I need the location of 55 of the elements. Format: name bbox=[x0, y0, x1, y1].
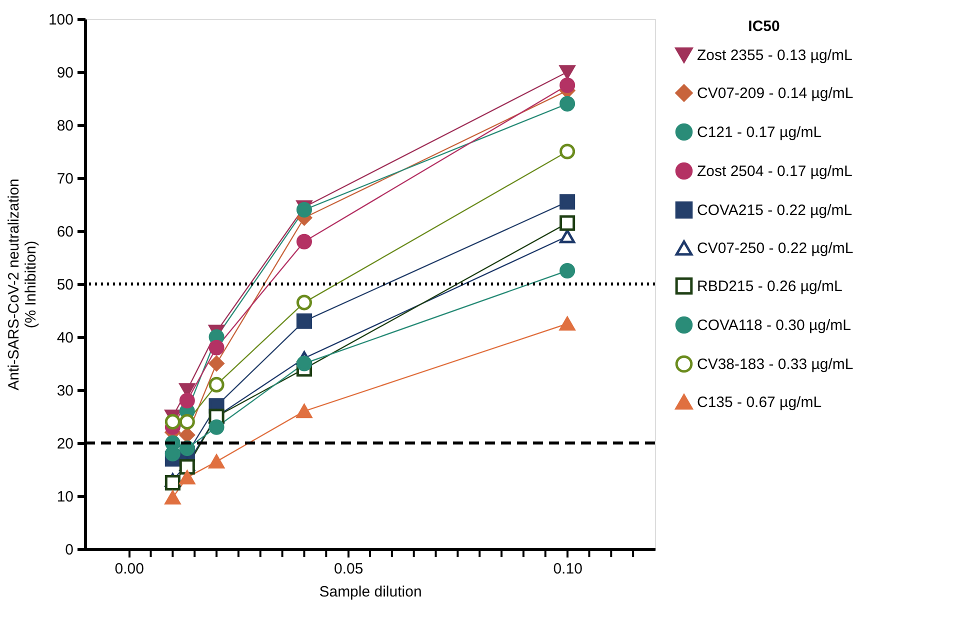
legend-label: Zost 2504 - 0.17 µg/mL bbox=[697, 163, 852, 180]
point bbox=[560, 65, 576, 79]
x-tick-label: 0.00 bbox=[114, 560, 144, 578]
point bbox=[208, 454, 224, 468]
point bbox=[296, 356, 312, 372]
legend-label: CV07-209 - 0.14 µg/mL bbox=[697, 85, 854, 102]
point bbox=[208, 376, 224, 392]
point bbox=[296, 234, 312, 250]
point bbox=[560, 144, 576, 160]
y-tick-label: 20 bbox=[56, 436, 74, 452]
point bbox=[179, 427, 195, 443]
y-tick-label: 60 bbox=[56, 224, 74, 240]
point bbox=[179, 470, 195, 484]
point bbox=[560, 229, 576, 244]
point bbox=[208, 356, 224, 372]
point bbox=[208, 340, 224, 356]
point bbox=[296, 404, 312, 418]
point bbox=[560, 316, 576, 331]
legend-title: IC50 bbox=[748, 18, 780, 35]
point bbox=[179, 392, 195, 408]
point bbox=[179, 414, 195, 430]
legend-label: CV38-183 - 0.33 µg/mL bbox=[697, 356, 854, 373]
x-tick-label: 0.10 bbox=[553, 560, 582, 578]
legend-label: Zost 2355 - 0.13 µg/mL bbox=[697, 47, 852, 64]
point bbox=[164, 414, 180, 430]
y-tick-label: 80 bbox=[56, 118, 74, 134]
y-tick-label: 70 bbox=[56, 170, 74, 188]
x-axis-title: Sample dilution bbox=[319, 584, 422, 600]
point bbox=[296, 313, 312, 329]
y-axis-title: Anti-SARS-CoV-2 neutralization (% Inhibition) bbox=[5, 178, 40, 390]
legend-label: COVA215 - 0.22 µg/mL bbox=[697, 202, 852, 219]
point bbox=[208, 419, 224, 435]
legend-label: C135 - 0.67 µg/mL bbox=[697, 394, 822, 411]
y-tick-label: 30 bbox=[56, 382, 74, 400]
legend-label: RBD215 - 0.26 µg/mL bbox=[697, 278, 842, 295]
y-tick-label: 100 bbox=[48, 12, 74, 28]
point bbox=[560, 96, 576, 112]
point bbox=[560, 77, 576, 94]
point bbox=[296, 294, 312, 310]
point bbox=[179, 459, 195, 475]
x-tick-label: 0.05 bbox=[334, 560, 364, 578]
y-tick-label: 0 bbox=[65, 542, 74, 558]
point bbox=[296, 202, 312, 218]
point bbox=[560, 194, 576, 210]
legend-label: COVA118 - 0.30 µg/mL bbox=[697, 317, 851, 334]
legend-label: C121 - 0.17 µg/mL bbox=[697, 124, 822, 141]
y-tick-label: 10 bbox=[56, 488, 74, 506]
point bbox=[164, 474, 180, 491]
y-tick-label: 40 bbox=[56, 330, 74, 346]
point bbox=[560, 262, 576, 279]
point bbox=[164, 490, 180, 504]
y-tick-label: 90 bbox=[56, 64, 74, 82]
point bbox=[560, 215, 576, 231]
y-tick-label: 50 bbox=[56, 276, 74, 294]
legend-label: CV07-250 - 0.22 µg/mL bbox=[697, 240, 854, 257]
